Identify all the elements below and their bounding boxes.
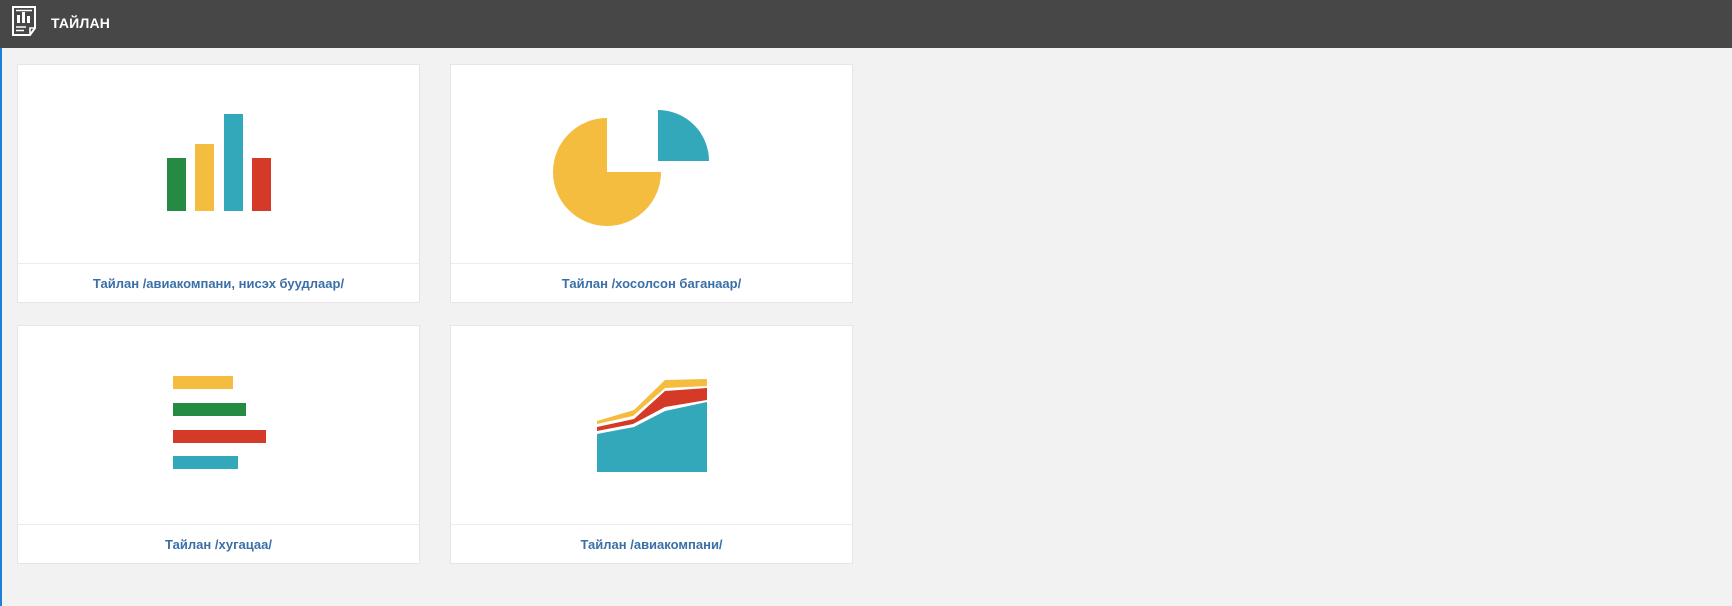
horizontal-bar-chart-icon	[173, 376, 266, 469]
pie-chart-icon	[553, 110, 709, 226]
report-card-footer[interactable]: Тайлан /авиакомпани, нисэх буудлаар/	[18, 263, 419, 303]
report-link-combined-columns[interactable]: Тайлан /хосолсон баганаар/	[561, 276, 742, 291]
report-link-airline[interactable]: Тайлан /авиакомпани/	[580, 537, 723, 552]
report-card-footer[interactable]: Тайлан /авиакомпани/	[451, 524, 852, 564]
report-card-footer[interactable]: Тайлан /хугацаа/	[18, 524, 419, 564]
report-icon	[12, 6, 36, 36]
area-chart-icon	[597, 379, 707, 472]
report-link-airline-airport[interactable]: Тайлан /авиакомпани, нисэх буудлаар/	[92, 276, 345, 291]
report-card-footer[interactable]: Тайлан /хосолсон баганаар/	[451, 263, 852, 303]
bar-chart-icon	[167, 114, 271, 211]
report-link-duration[interactable]: Тайлан /хугацаа/	[165, 537, 272, 552]
report-card-duration[interactable]: Тайлан /хугацаа/	[17, 325, 420, 564]
report-card-airline-airport[interactable]: Тайлан /авиакомпани, нисэх буудлаар/	[17, 64, 420, 303]
left-edge-strip	[0, 48, 2, 606]
top-bar: ТАЙЛАН	[0, 0, 1732, 48]
report-card-airline[interactable]: Тайлан /авиакомпани/	[450, 325, 853, 564]
report-card-combined-columns[interactable]: Тайлан /хосолсон баганаар/	[450, 64, 853, 303]
page-title: ТАЙЛАН	[51, 15, 111, 31]
